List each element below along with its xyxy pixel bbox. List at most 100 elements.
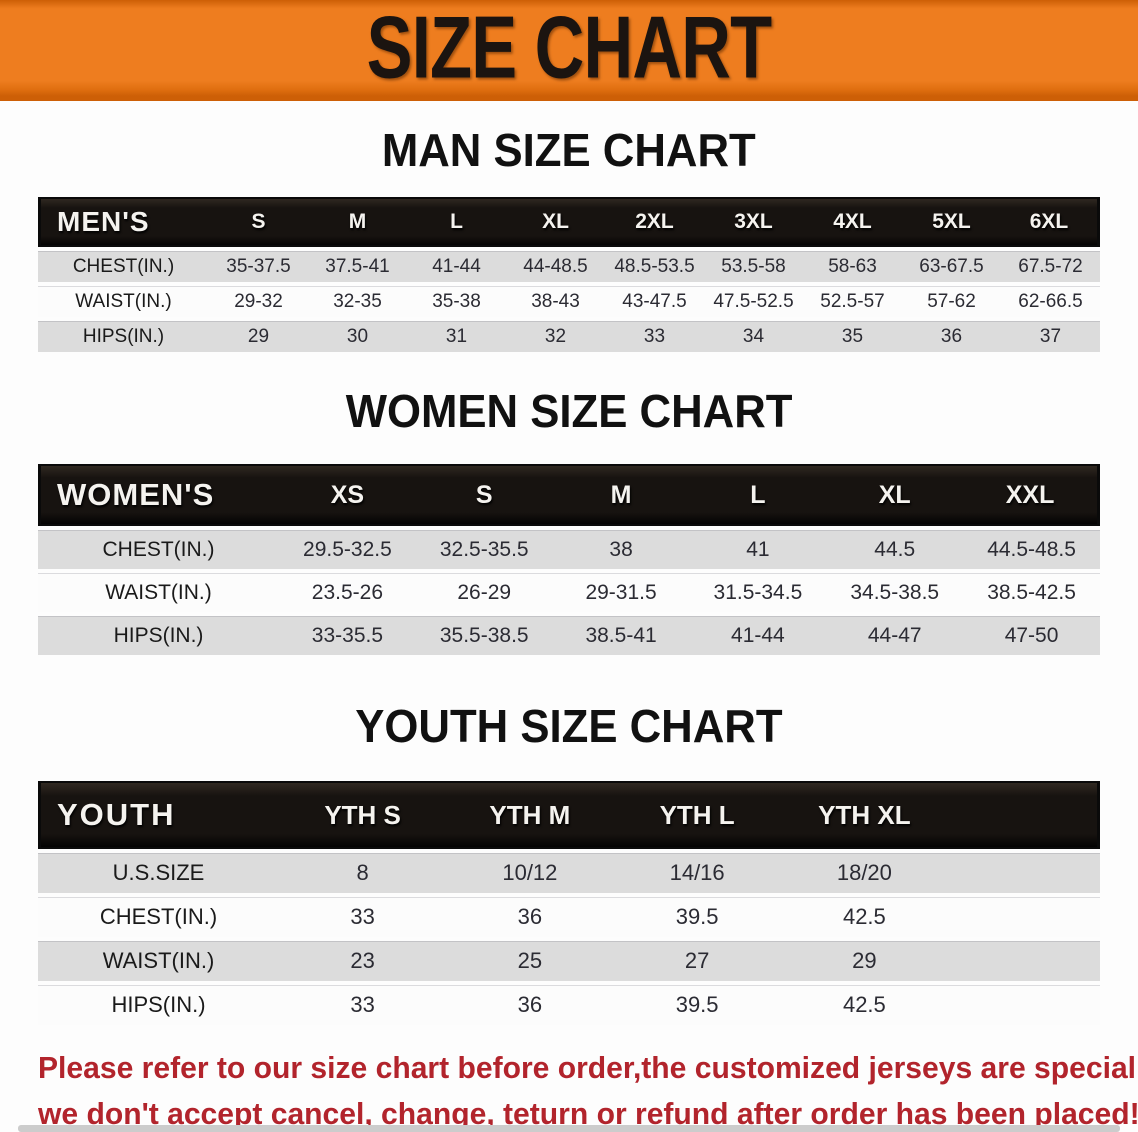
size-column-header: YTH M bbox=[446, 781, 614, 849]
measurement-row: CHEST(IN.) 35-37.5 37.5-41 41-44 44-48.5 48.5… bbox=[38, 251, 1100, 282]
size-value: 44-48.5 bbox=[506, 251, 605, 282]
measurement-row: WAIST(IN.) 23.5-26 26-29 29-31.5 31.5-34.5 34… bbox=[38, 573, 1100, 612]
empty-spacer bbox=[948, 941, 1100, 981]
row-label: HIPS(IN.) bbox=[38, 985, 279, 1025]
size-value: 29-32 bbox=[209, 286, 308, 317]
size-value: 10/12 bbox=[446, 853, 613, 893]
size-column-header: XL bbox=[506, 197, 605, 247]
row-label: CHEST(IN.) bbox=[38, 251, 209, 282]
size-column-header: 2XL bbox=[605, 197, 704, 247]
size-column-header: YTH S bbox=[279, 781, 447, 849]
size-value: 41 bbox=[689, 530, 826, 569]
size-value: 37 bbox=[1001, 321, 1100, 352]
measurement-row: CHEST(IN.) 33 36 39.5 42.5 bbox=[38, 897, 1100, 937]
size-column-header: S bbox=[415, 464, 553, 526]
size-value: 33 bbox=[605, 321, 704, 352]
banner-title: SIZE CHART bbox=[366, 0, 773, 97]
youth-size-table: YOUTH YTH S YTH M YTH L YTH XL U.S.SIZE 8 10/12… bbox=[38, 777, 1100, 1029]
size-value: 38 bbox=[553, 530, 690, 569]
banner: SIZE CHART bbox=[0, 0, 1138, 101]
size-value: 47-50 bbox=[963, 616, 1100, 655]
size-value: 29 bbox=[209, 321, 308, 352]
row-label: CHEST(IN.) bbox=[38, 530, 279, 569]
youth-size-chart-title: YOUTH SIZE CHART bbox=[355, 700, 783, 752]
empty-spacer bbox=[948, 985, 1100, 1025]
youth-size-chart-section: YOUTH SIZE CHART YOUTH YTH S YTH M YTH L YTH… bbox=[0, 703, 1138, 1029]
size-table-header-row: WOMEN'S XS S M L XL XXL bbox=[38, 464, 1100, 526]
row-label: CHEST(IN.) bbox=[38, 897, 279, 937]
empty-spacer bbox=[948, 781, 1100, 849]
size-value: 27 bbox=[614, 941, 781, 981]
size-value: 35 bbox=[803, 321, 902, 352]
measurement-row: WAIST(IN.) 29-32 32-35 35-38 38-43 43-47.5 47.… bbox=[38, 286, 1100, 317]
man-size-chart-section: MAN SIZE CHART MEN'S S M L XL 2XL 3XL 4XL 5XL 6XL… bbox=[0, 127, 1138, 356]
table-category-label: YOUTH bbox=[38, 781, 279, 849]
size-value: 53.5-58 bbox=[704, 251, 803, 282]
size-value: 25 bbox=[446, 941, 613, 981]
size-value: 23.5-26 bbox=[279, 573, 416, 612]
size-value: 23 bbox=[279, 941, 446, 981]
row-label: HIPS(IN.) bbox=[38, 321, 209, 352]
table-category-label: WOMEN'S bbox=[38, 464, 279, 526]
size-value: 18/20 bbox=[781, 853, 948, 893]
size-value: 26-29 bbox=[416, 573, 553, 612]
row-label: WAIST(IN.) bbox=[38, 941, 279, 981]
table-category-label: MEN'S bbox=[38, 197, 209, 247]
size-column-header: XXL bbox=[963, 464, 1100, 526]
size-value: 38.5-42.5 bbox=[963, 573, 1100, 612]
size-value: 29 bbox=[781, 941, 948, 981]
size-value: 34.5-38.5 bbox=[826, 573, 963, 612]
size-value: 47.5-52.5 bbox=[704, 286, 803, 317]
size-value: 33 bbox=[279, 985, 446, 1025]
size-value: 44.5-48.5 bbox=[963, 530, 1100, 569]
size-column-header: 4XL bbox=[803, 197, 902, 247]
size-value: 35.5-38.5 bbox=[416, 616, 553, 655]
row-label: HIPS(IN.) bbox=[38, 616, 279, 655]
size-value: 30 bbox=[308, 321, 407, 352]
measurement-row: HIPS(IN.) 33 36 39.5 42.5 bbox=[38, 985, 1100, 1025]
row-label: U.S.SIZE bbox=[38, 853, 279, 893]
size-column-header: YTH XL bbox=[780, 781, 948, 849]
size-column-header: 5XL bbox=[902, 197, 1001, 247]
empty-spacer bbox=[948, 853, 1100, 893]
size-column-header: M bbox=[552, 464, 690, 526]
size-column-header: XL bbox=[826, 464, 964, 526]
size-column-header: YTH L bbox=[613, 781, 781, 849]
size-value: 39.5 bbox=[614, 985, 781, 1025]
size-value: 39.5 bbox=[614, 897, 781, 937]
size-value: 41-44 bbox=[407, 251, 506, 282]
size-value: 32 bbox=[506, 321, 605, 352]
size-value: 63-67.5 bbox=[902, 251, 1001, 282]
size-value: 57-62 bbox=[902, 286, 1001, 317]
order-disclaimer: Please refer to our size chart before or… bbox=[38, 1045, 1138, 1132]
size-column-header: 6XL bbox=[1001, 197, 1100, 247]
size-value: 35-38 bbox=[407, 286, 506, 317]
measurement-row: CHEST(IN.) 29.5-32.5 32.5-35.5 38 41 44.5 44.5… bbox=[38, 530, 1100, 569]
measurement-row: HIPS(IN.) 33-35.5 35.5-38.5 38.5-41 41-44 44-… bbox=[38, 616, 1100, 655]
size-value: 41-44 bbox=[689, 616, 826, 655]
size-value: 37.5-41 bbox=[308, 251, 407, 282]
size-value: 36 bbox=[446, 985, 613, 1025]
size-value: 31.5-34.5 bbox=[689, 573, 826, 612]
size-value: 29-31.5 bbox=[553, 573, 690, 612]
size-column-header: M bbox=[308, 197, 407, 247]
size-value: 43-47.5 bbox=[605, 286, 704, 317]
man-size-table: MEN'S S M L XL 2XL 3XL 4XL 5XL 6XL CHEST(IN.) 35-37… bbox=[38, 193, 1100, 356]
size-value: 44-47 bbox=[826, 616, 963, 655]
size-table-header-row: MEN'S S M L XL 2XL 3XL 4XL 5XL 6XL bbox=[38, 197, 1100, 247]
size-value: 42.5 bbox=[781, 985, 948, 1025]
size-value: 32.5-35.5 bbox=[416, 530, 553, 569]
row-label: WAIST(IN.) bbox=[38, 286, 209, 317]
size-value: 58-63 bbox=[803, 251, 902, 282]
size-value: 38.5-41 bbox=[553, 616, 690, 655]
measurement-row: U.S.SIZE 8 10/12 14/16 18/20 bbox=[38, 853, 1100, 893]
empty-spacer bbox=[948, 897, 1100, 937]
size-value: 62-66.5 bbox=[1001, 286, 1100, 317]
women-size-chart-title: WOMEN SIZE CHART bbox=[345, 385, 793, 437]
measurement-row: WAIST(IN.) 23 25 27 29 bbox=[38, 941, 1100, 981]
bottom-edge-strip bbox=[18, 1125, 1120, 1132]
size-value: 8 bbox=[279, 853, 446, 893]
size-column-header: 3XL bbox=[704, 197, 803, 247]
size-value: 36 bbox=[902, 321, 1001, 352]
